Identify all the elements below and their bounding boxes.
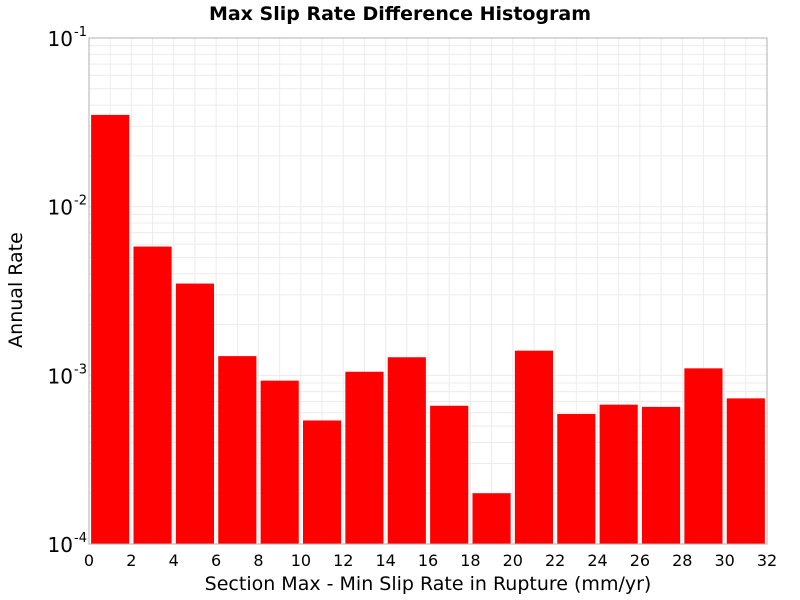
chart-title: Max Slip Rate Difference Histogram (209, 3, 591, 25)
histogram-bar (260, 380, 299, 544)
histogram-bar (514, 350, 554, 544)
y-tick-exponent: -4 (74, 531, 87, 546)
x-tick-label: 22 (545, 551, 565, 570)
x-tick-label: 26 (630, 551, 650, 570)
histogram-bar (430, 405, 469, 544)
x-tick-label: 30 (714, 551, 734, 570)
histogram-bar (472, 493, 511, 544)
y-tick-label: 10 -3 (48, 362, 87, 388)
histogram-bar (91, 114, 130, 545)
x-tick-label: 2 (126, 551, 136, 570)
histogram-bar (726, 398, 765, 544)
y-tick-base: 10 (48, 533, 73, 557)
x-axis-label: Section Max - Min Slip Rate in Rupture (… (205, 573, 652, 595)
histogram-bar (133, 246, 172, 544)
x-tick-label: 32 (757, 551, 777, 570)
x-tick-label: 18 (460, 551, 480, 570)
x-axis-ticks: 0 2 4 6 8 10 12 14 16 18 20 22 24 26 28 30 32 (84, 551, 777, 570)
histogram-bar (175, 283, 215, 544)
y-tick-base: 10 (48, 196, 73, 220)
x-tick-label: 6 (211, 551, 221, 570)
histogram-bar (641, 406, 681, 544)
histogram-bar (345, 371, 384, 544)
y-tick-exponent: -2 (74, 194, 87, 209)
y-tick-label: 10 -4 (48, 531, 87, 557)
x-tick-label: 0 (84, 551, 94, 570)
bars (91, 114, 765, 545)
y-tick-exponent: -1 (74, 25, 87, 40)
y-tick-label: 10 -1 (48, 25, 87, 51)
y-tick-base: 10 (48, 27, 73, 51)
y-tick-base: 10 (48, 364, 73, 388)
y-axis-ticks: 10-110-210-310-4 (48, 25, 87, 557)
x-tick-label: 14 (375, 551, 395, 570)
x-tick-label: 24 (587, 551, 607, 570)
y-axis-label: Annual Rate (5, 232, 27, 348)
x-tick-label: 28 (672, 551, 692, 570)
histogram-bar (599, 404, 638, 544)
x-tick-label: 12 (333, 551, 353, 570)
histogram-bar (684, 368, 723, 544)
x-tick-label: 16 (418, 551, 438, 570)
histogram-bar (218, 356, 257, 544)
x-tick-label: 10 (291, 551, 311, 570)
histogram-bar (557, 413, 596, 544)
histogram-bar (302, 420, 342, 544)
plot-border (88, 37, 768, 545)
y-tick-label: 10 -2 (48, 194, 87, 220)
x-tick-label: 20 (503, 551, 523, 570)
y-tick-exponent: -3 (74, 362, 87, 377)
x-tick-label: 8 (253, 551, 263, 570)
x-tick-label: 4 (169, 551, 179, 570)
histogram-bar (387, 357, 426, 544)
